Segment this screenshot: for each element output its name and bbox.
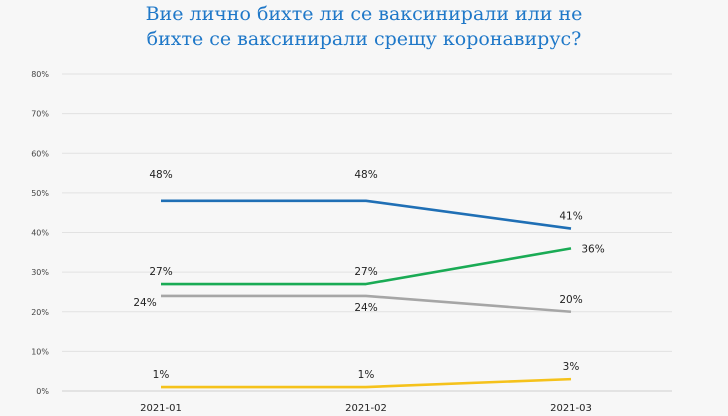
- series-line: [161, 377, 572, 389]
- x-tick-label: 2021-03: [550, 403, 592, 414]
- title-line-1: Вие лично бихте ли се ваксинирали или не: [145, 3, 583, 25]
- y-tick-label: 0%: [36, 387, 49, 396]
- data-label: 41%: [559, 211, 582, 223]
- y-tick-label: 80%: [31, 70, 49, 79]
- series-line: [161, 199, 572, 230]
- x-tick-label: 2021-01: [140, 403, 182, 414]
- y-tick-label: 50%: [31, 189, 49, 198]
- series-line: [161, 247, 572, 286]
- data-label: 3%: [563, 361, 580, 373]
- data-label: 24%: [133, 297, 156, 309]
- data-label: 27%: [149, 266, 172, 278]
- data-label: 1%: [153, 369, 170, 381]
- y-tick-label: 30%: [31, 268, 49, 277]
- series-line: [161, 294, 572, 314]
- y-tick-label: 40%: [31, 229, 49, 238]
- y-tick-label: 60%: [31, 149, 49, 158]
- title-line-2: бихте се ваксинирали срещу коронавирус?: [146, 28, 582, 50]
- chart-title: Вие лично бихте ли се ваксинирали или не…: [0, 2, 728, 52]
- y-tick-label: 70%: [31, 110, 49, 119]
- data-label: 20%: [559, 294, 582, 306]
- data-label: 36%: [581, 243, 604, 255]
- data-label: 48%: [354, 169, 377, 181]
- y-tick-label: 20%: [31, 308, 49, 317]
- y-tick-label: 10%: [31, 347, 49, 356]
- data-label: 1%: [358, 369, 375, 381]
- data-label: 27%: [354, 266, 377, 278]
- data-label: 24%: [354, 302, 377, 314]
- data-label: 48%: [149, 169, 172, 181]
- x-tick-label: 2021-02: [345, 403, 387, 414]
